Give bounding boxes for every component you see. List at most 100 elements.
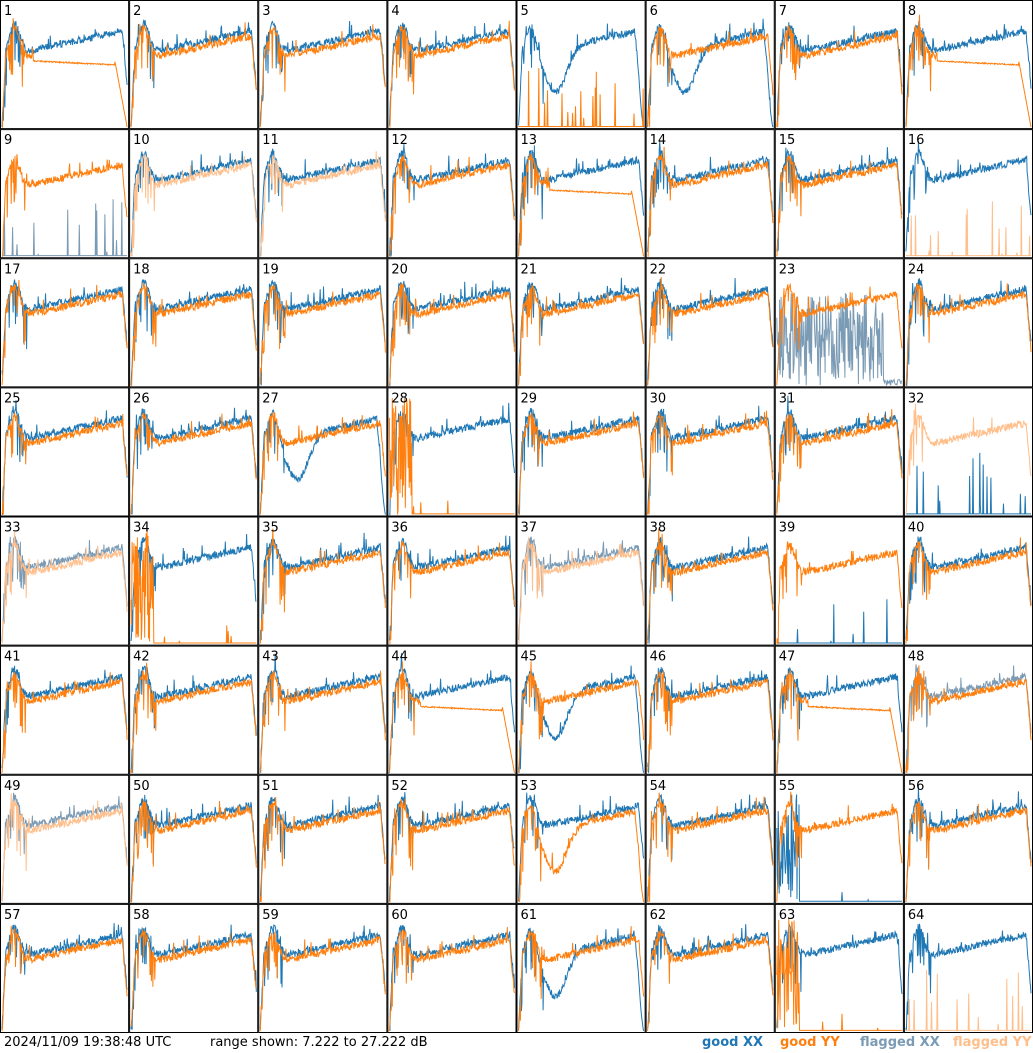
trace-yy-60 xyxy=(388,926,515,1032)
trace-yy-24 xyxy=(905,283,1032,386)
panel-label: 8 xyxy=(908,4,916,19)
trace-yy-55 xyxy=(776,791,903,902)
trace-yy-25 xyxy=(1,412,128,515)
panel-label: 32 xyxy=(908,391,925,406)
trace-yy-15 xyxy=(776,155,903,257)
panel-label: 42 xyxy=(133,650,150,665)
panel-label: 38 xyxy=(650,521,667,536)
panel-label: 40 xyxy=(908,521,925,536)
panel-label: 29 xyxy=(521,391,538,406)
panel-32: 32 xyxy=(903,387,1033,517)
panel-label: 54 xyxy=(650,779,667,794)
panel-frame xyxy=(0,645,130,775)
trace-yy-46 xyxy=(647,670,774,772)
panel-label: 11 xyxy=(262,133,279,148)
panel-label: 15 xyxy=(779,133,796,148)
trace-yy-19 xyxy=(259,284,386,385)
panel-frame xyxy=(258,774,388,904)
panel-frame xyxy=(903,645,1033,775)
trace-xx-25 xyxy=(2,400,128,515)
panel-label: 18 xyxy=(133,262,150,277)
panel-7: 7 xyxy=(774,0,904,130)
footer: 2024/11/09 19:38:48 UTC range shown: 7.2… xyxy=(0,1033,1033,1053)
panel-label: 21 xyxy=(521,262,538,277)
trace-xx-43 xyxy=(259,653,386,773)
trace-yy-48 xyxy=(905,665,1032,773)
trace-yy-61 xyxy=(518,926,645,1032)
panel-frame xyxy=(129,774,259,904)
trace-xx-2 xyxy=(130,18,257,127)
trace-yy-42 xyxy=(130,662,257,773)
trace-yy-44 xyxy=(388,661,515,773)
panel-frame xyxy=(387,516,517,646)
panel-frame xyxy=(774,258,904,388)
trace-yy-28 xyxy=(388,398,515,515)
panel-frame xyxy=(645,903,775,1033)
panel-label: 1 xyxy=(4,4,12,19)
panel-label: 56 xyxy=(908,779,925,794)
panel-label: 64 xyxy=(908,908,925,923)
panel-frame xyxy=(129,0,259,130)
trace-yy-23 xyxy=(776,282,903,386)
panel-frame xyxy=(903,774,1033,904)
trace-yy-63 xyxy=(776,917,902,1031)
trace-yy-11 xyxy=(259,151,386,257)
panel-frame xyxy=(645,645,775,775)
panel-10: 10 xyxy=(129,129,259,259)
trace-xx-17 xyxy=(1,279,128,376)
trace-xx-55 xyxy=(776,794,902,902)
panel-8: 8 xyxy=(903,0,1033,130)
panel-label: 23 xyxy=(779,262,796,277)
trace-xx-52 xyxy=(388,792,515,902)
trace-xx-11 xyxy=(259,148,386,257)
panel-22: 22 xyxy=(645,258,775,388)
panel-frame xyxy=(645,387,775,517)
trace-yy-6 xyxy=(647,25,774,128)
panel-label: 34 xyxy=(133,521,150,536)
panel-label: 50 xyxy=(133,779,150,794)
panel-1: 1 xyxy=(0,0,130,130)
trace-xx-64 xyxy=(905,923,1032,1032)
panel-16: 16 xyxy=(903,129,1033,259)
trace-yy-8 xyxy=(905,14,1032,128)
panel-label: 36 xyxy=(391,521,408,536)
panel-frame xyxy=(258,258,388,388)
timestamp: 2024/11/09 19:38:48 UTC xyxy=(4,1035,172,1050)
panel-58: 58 xyxy=(129,903,259,1033)
panel-17: 17 xyxy=(0,258,130,388)
trace-yy-4 xyxy=(389,20,515,128)
trace-yy-18 xyxy=(130,282,257,388)
panel-frame xyxy=(0,258,130,388)
panel-36: 36 xyxy=(387,516,517,646)
trace-xx-36 xyxy=(388,535,515,641)
trace-xx-23 xyxy=(776,293,903,387)
panel-2: 2 xyxy=(129,0,259,130)
trace-xx-27 xyxy=(259,409,386,515)
panel-label: 60 xyxy=(391,908,408,923)
panel-frame xyxy=(258,903,388,1033)
panel-frame xyxy=(774,645,904,775)
panel-25: 25 xyxy=(0,387,130,517)
panel-frame xyxy=(516,645,646,775)
panel-frame xyxy=(516,903,646,1033)
panel-label: 10 xyxy=(133,133,150,148)
trace-yy-58 xyxy=(130,929,257,1027)
panel-19: 19 xyxy=(258,258,388,388)
trace-yy-40 xyxy=(905,537,1032,644)
panel-label: 17 xyxy=(4,262,21,277)
trace-yy-17 xyxy=(1,280,128,385)
trace-yy-59 xyxy=(259,931,386,1032)
panel-41: 41 xyxy=(0,645,130,775)
trace-xx-38 xyxy=(647,536,774,644)
trace-yy-34 xyxy=(130,529,257,644)
panel-42: 42 xyxy=(129,645,259,775)
panel-40: 40 xyxy=(903,516,1033,646)
panel-label: 14 xyxy=(650,133,667,148)
panel-frame xyxy=(387,774,517,904)
trace-xx-14 xyxy=(647,141,774,252)
panel-27: 27 xyxy=(258,387,388,517)
trace-yy-29 xyxy=(518,411,645,515)
panel-label: 12 xyxy=(391,133,408,148)
panel-frame xyxy=(774,516,904,646)
trace-xx-26 xyxy=(130,407,257,515)
